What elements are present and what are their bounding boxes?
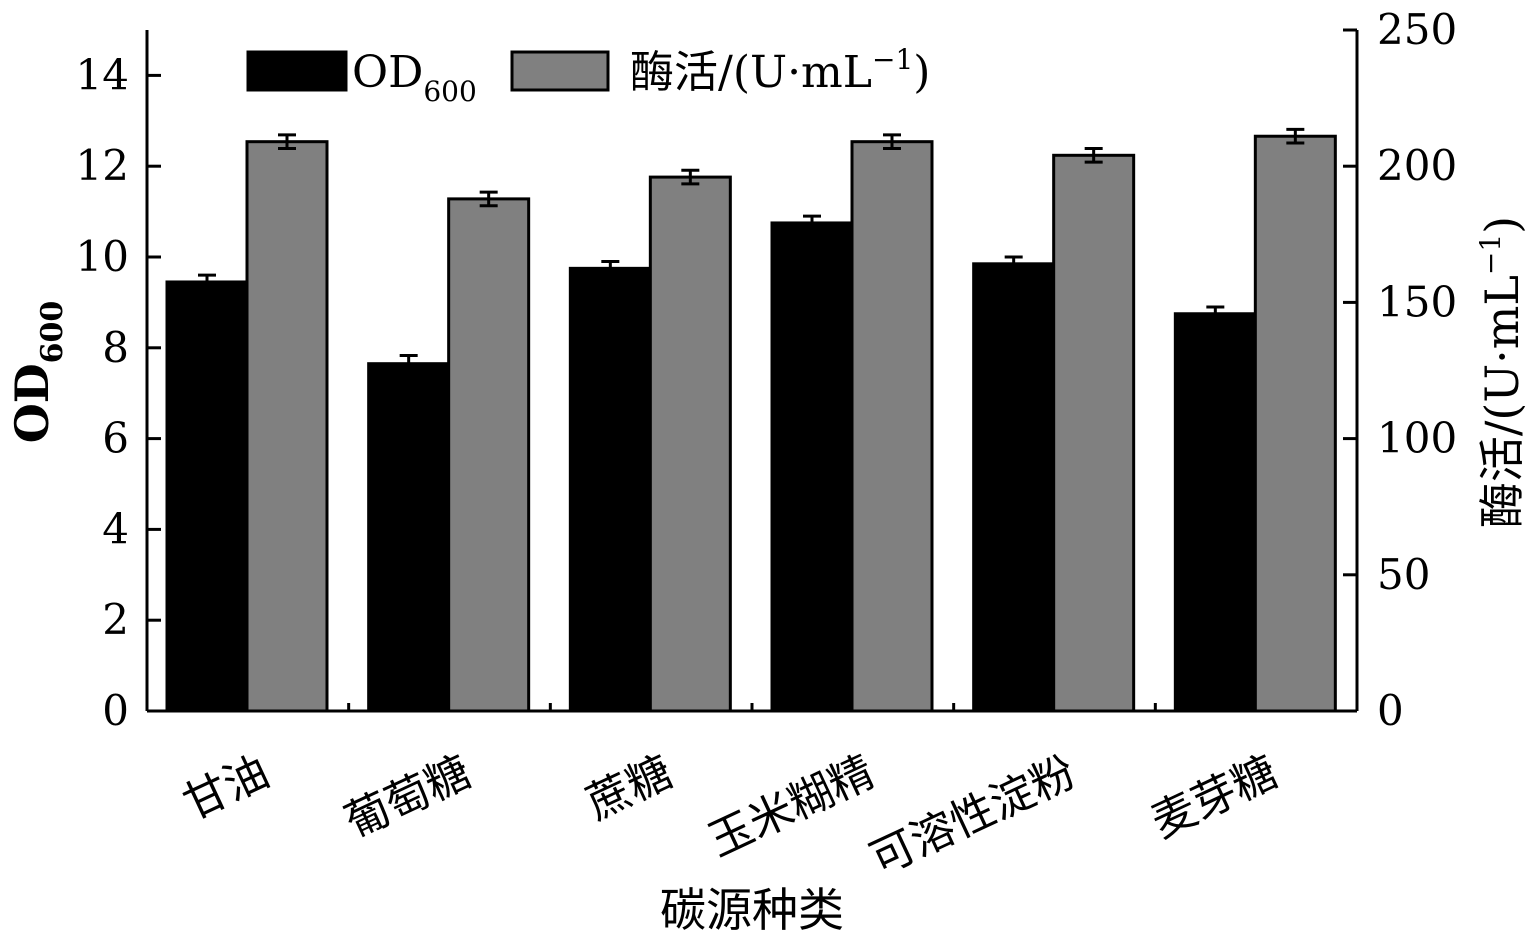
category-label-0: 甘油 [176, 746, 277, 829]
category-label-5: 麦芽糖 [1144, 746, 1285, 848]
bar-od600-1 [367, 362, 451, 713]
right-ticks-layer: 0 50 100 150 200 250 [1343, 5, 1457, 735]
left-tick-label: 0 [102, 686, 129, 735]
bar-od600-5 [1173, 312, 1257, 713]
error-bar-od600-4 [1004, 255, 1023, 273]
category-label-4: 可溶性淀粉 [863, 746, 1084, 885]
right-tick-label: 150 [1377, 277, 1457, 326]
legend-label-enzyme-activity: 酶活/(U·mL−1) [630, 43, 930, 98]
left-tick-label: 10 [76, 232, 129, 281]
left-ticks-layer: 0 2 4 6 8 10 12 14 [76, 50, 161, 735]
error-bar-enzyme-activity-4 [1084, 146, 1103, 164]
bar-enzyme-activity-0 [245, 140, 329, 713]
category-label-3: 玉米糊精 [701, 746, 882, 867]
bar-enzyme-activity-5 [1253, 134, 1337, 713]
error-bar-enzyme-activity-5 [1286, 127, 1305, 145]
bar-enzyme-activity-2 [648, 175, 732, 713]
error-bar-od600-2 [601, 260, 620, 277]
legend-label-od600: OD600 [352, 47, 477, 108]
legend-swatch-od600 [246, 50, 348, 92]
error-bars-layer [198, 127, 1305, 374]
error-bar-enzyme-activity-3 [883, 133, 901, 150]
category-label-2: 蔗糖 [579, 746, 680, 829]
bar-od600-2 [568, 266, 652, 713]
error-bar-od600-3 [803, 214, 821, 232]
right-tick-label: 0 [1377, 686, 1404, 735]
left-tick-label: 12 [76, 141, 129, 190]
error-bar-enzyme-activity-2 [681, 168, 700, 186]
right-tick-label: 250 [1377, 5, 1457, 54]
right-axis-title: 酶活/(U·mL−1) [1474, 216, 1529, 528]
bar-od600-0 [165, 280, 249, 713]
bar-od600-4 [972, 262, 1056, 713]
error-bar-od600-5 [1206, 305, 1225, 323]
right-tick-label: 50 [1377, 550, 1430, 599]
left-tick-label: 14 [76, 50, 129, 99]
legend: OD600 酶活/(U·mL−1) [246, 43, 930, 108]
legend-swatch-enzyme-activity [510, 50, 610, 92]
left-axis-title: OD600 [5, 301, 70, 444]
bar-enzyme-activity-3 [850, 140, 934, 713]
x-axis-title: 碳源种类 [660, 883, 844, 936]
bars-layer [165, 134, 1337, 713]
bar-enzyme-activity-4 [1052, 153, 1136, 713]
left-tick-label: 8 [102, 323, 129, 372]
error-bar-od600-0 [198, 273, 216, 291]
x-ticks-layer [347, 703, 1157, 711]
category-label-1: 葡萄糖 [337, 746, 478, 848]
left-tick-label: 2 [102, 595, 129, 644]
error-bar-enzyme-activity-0 [278, 133, 296, 150]
left-tick-label: 6 [102, 414, 129, 463]
bar-enzyme-activity-1 [447, 197, 531, 713]
right-tick-label: 200 [1377, 141, 1457, 190]
left-tick-label: 4 [102, 504, 129, 553]
error-bar-od600-1 [399, 354, 418, 374]
error-bar-enzyme-activity-1 [479, 190, 498, 208]
right-tick-label: 100 [1377, 414, 1457, 463]
bar-od600-3 [770, 221, 854, 713]
